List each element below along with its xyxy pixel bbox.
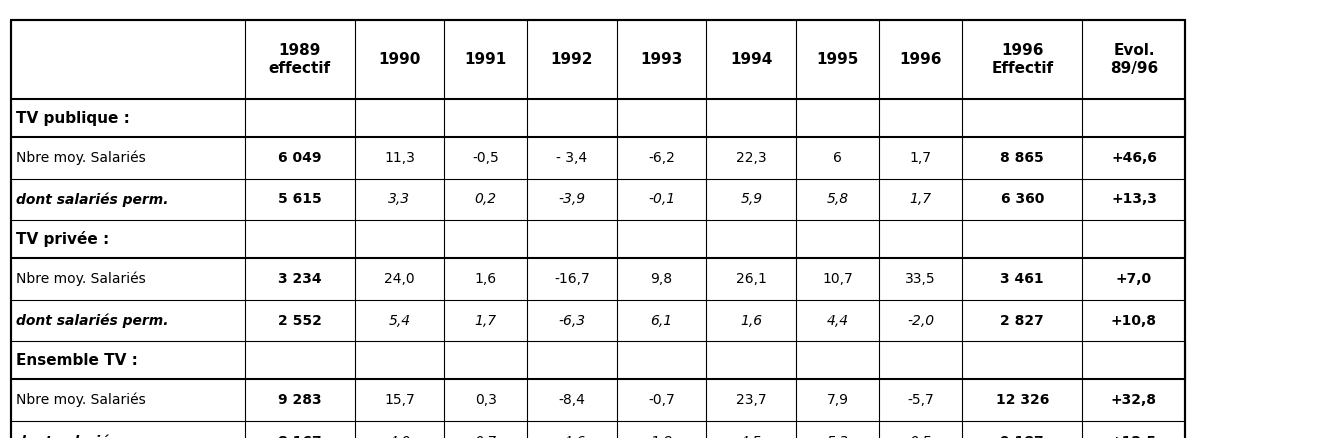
Text: 1990: 1990 — [379, 52, 420, 67]
Text: 6 360: 6 360 — [1001, 192, 1044, 206]
Text: 1,7: 1,7 — [910, 151, 931, 165]
Text: 3,3: 3,3 — [388, 192, 411, 206]
Text: +13,3: +13,3 — [1111, 192, 1157, 206]
Text: Evol.
89/96: Evol. 89/96 — [1109, 43, 1159, 76]
Text: 22,3: 22,3 — [736, 151, 767, 165]
Text: +12,5: +12,5 — [1111, 434, 1157, 438]
Text: 23,7: 23,7 — [736, 393, 767, 407]
Text: 26,1: 26,1 — [736, 272, 767, 286]
Text: 1991: 1991 — [464, 52, 507, 67]
Text: 6,1: 6,1 — [650, 314, 673, 328]
Text: 6: 6 — [834, 151, 842, 165]
Text: dont salariés perm.: dont salariés perm. — [16, 192, 169, 207]
Text: 1,6: 1,6 — [475, 272, 496, 286]
Text: 5,9: 5,9 — [740, 192, 763, 206]
Text: - 3,4: - 3,4 — [557, 151, 587, 165]
Text: 3 461: 3 461 — [1001, 272, 1044, 286]
Text: +46,6: +46,6 — [1111, 151, 1157, 165]
Text: -6,3: -6,3 — [558, 314, 586, 328]
Text: -0,1: -0,1 — [648, 192, 676, 206]
Text: 15,7: 15,7 — [384, 393, 415, 407]
Text: -3,9: -3,9 — [558, 192, 586, 206]
Text: -0,5: -0,5 — [472, 151, 499, 165]
Text: dont salariés perm.: dont salariés perm. — [16, 313, 169, 328]
Text: 0,2: 0,2 — [475, 192, 496, 206]
Text: 9 187: 9 187 — [1001, 434, 1044, 438]
Text: 1996: 1996 — [899, 52, 942, 67]
Text: -2,0: -2,0 — [907, 314, 934, 328]
Text: -0,7: -0,7 — [649, 393, 674, 407]
Text: 8 167: 8 167 — [278, 434, 321, 438]
Text: TV publique :: TV publique : — [16, 111, 130, 126]
Text: 2 552: 2 552 — [278, 314, 321, 328]
Text: 3 234: 3 234 — [278, 272, 321, 286]
Text: 1992: 1992 — [551, 52, 593, 67]
Text: 11,3: 11,3 — [384, 151, 415, 165]
Text: 4,5: 4,5 — [740, 434, 763, 438]
Text: 5,4: 5,4 — [388, 314, 411, 328]
Text: 1,7: 1,7 — [910, 192, 931, 206]
Text: 1,7: 1,7 — [475, 314, 496, 328]
Text: 1,6: 1,6 — [740, 314, 763, 328]
Text: 7,9: 7,9 — [827, 393, 848, 407]
Text: 33,5: 33,5 — [906, 272, 935, 286]
Text: 5,8: 5,8 — [827, 192, 848, 206]
Bar — [11, 20, 1185, 438]
Text: 0,3: 0,3 — [475, 393, 496, 407]
Text: 4,0: 4,0 — [388, 434, 411, 438]
Text: -4,6: -4,6 — [558, 434, 586, 438]
Text: -5,7: -5,7 — [907, 393, 934, 407]
Text: 1994: 1994 — [731, 52, 772, 67]
Text: 10,7: 10,7 — [823, 272, 852, 286]
Text: 5,3: 5,3 — [827, 434, 848, 438]
Text: TV privée :: TV privée : — [16, 231, 110, 247]
Text: -8,4: -8,4 — [558, 393, 586, 407]
Text: 1996
Effectif: 1996 Effectif — [991, 43, 1053, 76]
Text: -16,7: -16,7 — [554, 272, 590, 286]
Text: 4,4: 4,4 — [827, 314, 848, 328]
Text: 0,5: 0,5 — [910, 434, 931, 438]
Text: 24,0: 24,0 — [384, 272, 415, 286]
Text: Nbre moy. Salariés: Nbre moy. Salariés — [16, 151, 146, 165]
Text: dont salariés perm.: dont salariés perm. — [16, 434, 169, 438]
Text: 5 615: 5 615 — [278, 192, 321, 206]
Text: +7,0: +7,0 — [1116, 272, 1152, 286]
Text: Nbre moy. Salariés: Nbre moy. Salariés — [16, 272, 146, 286]
Text: 0,7: 0,7 — [475, 434, 496, 438]
Text: 8 865: 8 865 — [1001, 151, 1044, 165]
Text: Nbre moy. Salariés: Nbre moy. Salariés — [16, 393, 146, 407]
Text: +10,8: +10,8 — [1111, 314, 1157, 328]
Text: +32,8: +32,8 — [1111, 393, 1157, 407]
Text: 2 827: 2 827 — [1001, 314, 1044, 328]
Text: 12 326: 12 326 — [995, 393, 1049, 407]
Text: 1989
effectif: 1989 effectif — [269, 43, 330, 76]
Text: 9,8: 9,8 — [650, 272, 673, 286]
Text: Ensemble TV :: Ensemble TV : — [16, 353, 138, 368]
Text: 6 049: 6 049 — [278, 151, 321, 165]
Text: 1995: 1995 — [816, 52, 859, 67]
Text: 9 283: 9 283 — [278, 393, 321, 407]
Text: 1993: 1993 — [641, 52, 682, 67]
Text: 1,8: 1,8 — [650, 434, 673, 438]
Text: -6,2: -6,2 — [648, 151, 676, 165]
